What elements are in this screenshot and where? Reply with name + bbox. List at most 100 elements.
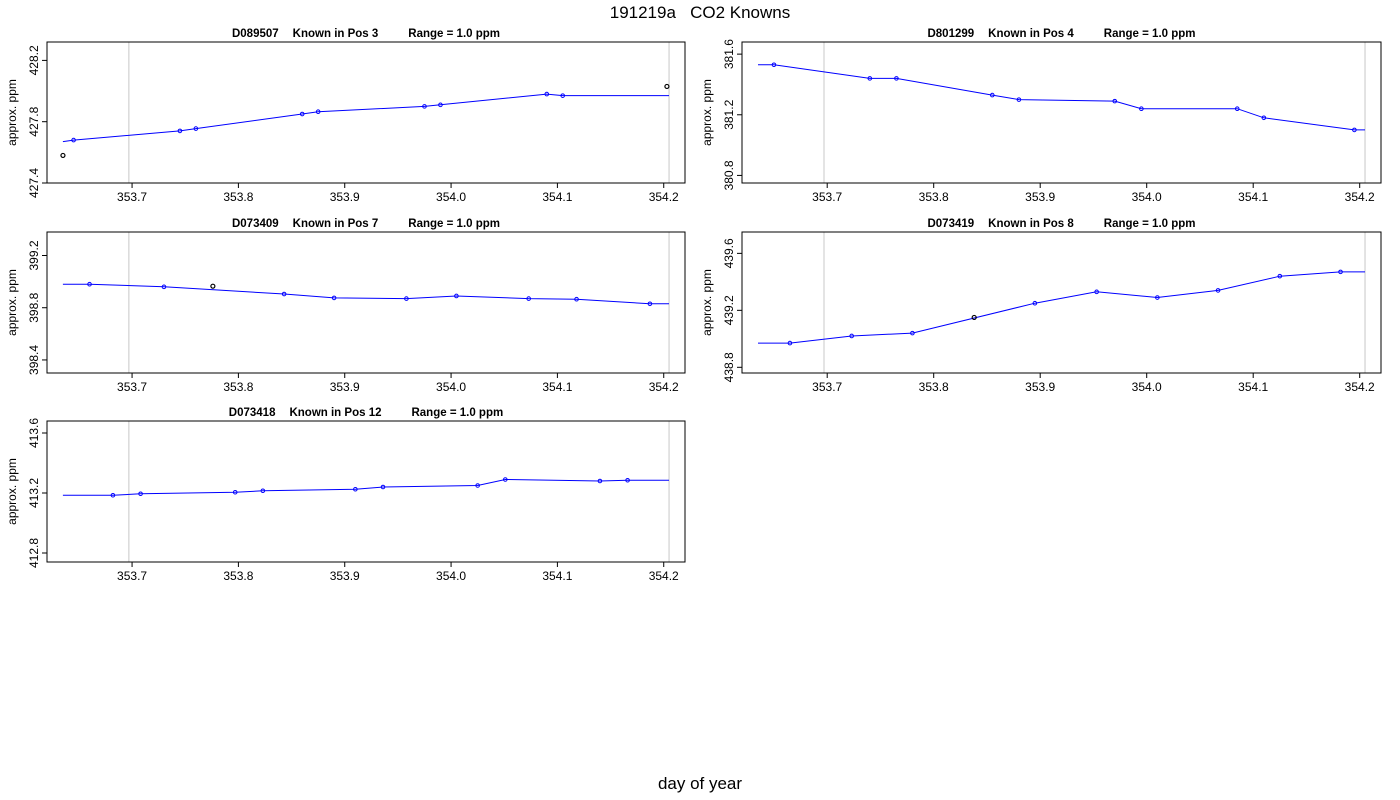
panel-title-part: Range = 1.0 ppm <box>1104 218 1196 230</box>
y-tick-label: 428.2 <box>27 45 41 75</box>
data-point <box>1016 97 1022 102</box>
flagged-point <box>664 83 670 90</box>
y-tick-label: 413.2 <box>27 478 41 508</box>
x-tick-label: 353.9 <box>1025 190 1055 204</box>
data-point <box>353 486 358 492</box>
panel-title-part: D073418 <box>229 407 276 419</box>
data-point <box>787 340 793 346</box>
x-tick-label: 354.0 <box>436 190 466 204</box>
y-tick-label: 439.6 <box>722 238 736 268</box>
data-point <box>281 291 287 297</box>
flagged-point <box>210 283 216 289</box>
y-axis-label: approx. ppm <box>5 79 19 146</box>
x-tick-label: 354.0 <box>1132 190 1162 204</box>
data-point <box>1261 115 1267 121</box>
x-tick-label: 353.8 <box>223 380 253 394</box>
data-point <box>849 333 854 339</box>
data-point <box>1032 300 1038 306</box>
data-point <box>454 293 459 299</box>
data-point <box>647 301 653 307</box>
data-point <box>161 284 167 290</box>
data-point <box>438 102 443 108</box>
x-tick-label: 354.2 <box>649 569 679 583</box>
panel-D073419: D073419 Known in Pos 8 Range = 1.0 ppm appr… <box>700 218 1382 394</box>
plot-frame <box>46 41 686 184</box>
y-axis-label: approx. ppm <box>700 79 714 146</box>
data-point <box>193 126 199 131</box>
data-point <box>574 296 579 302</box>
x-tick-label: 354.1 <box>1238 190 1268 204</box>
x-tick-label: 354.2 <box>1345 190 1375 204</box>
x-tick-label: 354.0 <box>1132 380 1162 394</box>
data-point <box>1277 273 1283 279</box>
x-tick-label: 353.7 <box>117 569 147 583</box>
y-axis-label: approx. ppm <box>5 269 19 336</box>
data-point <box>1215 288 1221 293</box>
panel-title: D073418 Known in Pos 12 Range = 1.0 ppm <box>229 407 503 419</box>
data-point <box>260 488 266 494</box>
x-tick-label: 353.7 <box>117 190 147 204</box>
data-point <box>404 296 409 301</box>
plot-frame <box>741 41 1382 184</box>
x-tick-label: 353.7 <box>812 190 842 204</box>
panel-title-part: D073409 <box>232 218 279 230</box>
data-point <box>1338 269 1343 275</box>
data-point <box>771 62 777 68</box>
data-point <box>502 477 508 482</box>
data-point <box>299 111 305 117</box>
y-tick-label: 399.2 <box>27 240 41 270</box>
series-line <box>758 271 1365 344</box>
x-tick-label: 354.2 <box>1345 380 1375 394</box>
panel-title: D073409 Known in Pos 7 Range = 1.0 ppm <box>232 218 500 230</box>
data-point <box>560 93 566 98</box>
data-point <box>232 489 238 495</box>
x-tick-label: 353.8 <box>223 190 253 204</box>
series-line <box>62 93 669 143</box>
series-line <box>758 64 1365 131</box>
data-point <box>597 478 603 484</box>
data-point <box>380 484 386 490</box>
panel-title-part: D089507 <box>232 28 279 40</box>
panel-title-part: Known in Pos 3 <box>293 28 379 40</box>
data-point <box>422 104 427 109</box>
y-tick-label: 427.4 <box>27 168 41 198</box>
data-point <box>526 296 531 301</box>
panel-title: D801299 Known in Pos 4 Range = 1.0 ppm <box>927 28 1195 40</box>
plot-frame <box>46 231 686 374</box>
x-tick-label: 354.0 <box>436 380 466 394</box>
data-point <box>1094 289 1099 295</box>
y-tick-label: 439.2 <box>722 295 736 325</box>
data-point <box>1139 106 1144 112</box>
panel-title-part: Range = 1.0 ppm <box>411 407 503 419</box>
x-tick-label: 354.0 <box>436 569 466 583</box>
y-tick-label: 427.8 <box>27 106 41 136</box>
panel-D801299: D801299 Known in Pos 4 Range = 1.0 ppm appr… <box>700 28 1382 204</box>
data-point <box>87 281 92 287</box>
x-tick-label: 353.9 <box>330 380 360 394</box>
data-point <box>315 109 321 115</box>
flagged-point <box>971 314 977 321</box>
panel-title-part: D073419 <box>927 218 974 230</box>
panel-title: D073419 Known in Pos 8 Range = 1.0 ppm <box>927 218 1195 230</box>
flagged-point <box>60 152 66 159</box>
y-tick-label: 438.8 <box>722 352 736 382</box>
data-point <box>475 483 480 488</box>
y-axis-label: approx. ppm <box>700 269 714 336</box>
series-line <box>62 283 669 305</box>
series-line <box>62 478 669 496</box>
data-point <box>177 128 183 134</box>
panel-title-part: D801299 <box>927 28 974 40</box>
data-point <box>867 76 873 81</box>
x-tick-label: 353.9 <box>330 569 360 583</box>
x-tick-label: 354.2 <box>649 380 679 394</box>
x-tick-label: 353.8 <box>919 380 949 394</box>
panel-title-part: Known in Pos 8 <box>988 218 1074 230</box>
x-tick-label: 354.1 <box>542 380 572 394</box>
x-tick-label: 353.8 <box>919 190 949 204</box>
x-tick-label: 353.8 <box>223 569 253 583</box>
panel-D073418: D073418 Known in Pos 12 Range = 1.0 ppm app… <box>5 407 686 583</box>
panel-title-part: Range = 1.0 ppm <box>408 28 500 40</box>
data-point <box>1155 295 1160 300</box>
